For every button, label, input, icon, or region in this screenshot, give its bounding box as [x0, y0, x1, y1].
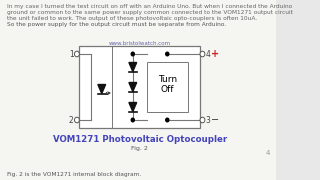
Circle shape: [166, 118, 169, 122]
Text: ground or common to the same power supply common connected to the VOM1271 output: ground or common to the same power suppl…: [7, 10, 293, 15]
FancyBboxPatch shape: [0, 0, 276, 180]
Circle shape: [131, 118, 134, 122]
Text: Turn: Turn: [158, 75, 177, 84]
Circle shape: [75, 51, 79, 57]
Circle shape: [75, 117, 79, 123]
Circle shape: [131, 52, 134, 56]
Text: 3: 3: [206, 116, 211, 125]
Polygon shape: [98, 84, 106, 93]
Text: VOM1271 Photovoltaic Optocoupler: VOM1271 Photovoltaic Optocoupler: [52, 135, 227, 144]
Text: +: +: [211, 49, 219, 59]
Text: Fig. 2: Fig. 2: [131, 146, 148, 151]
Bar: [79, 46, 200, 128]
Text: 2: 2: [69, 116, 74, 125]
Polygon shape: [129, 102, 137, 111]
Text: www.bristolwatch.com: www.bristolwatch.com: [108, 41, 171, 46]
Text: 4: 4: [206, 50, 211, 59]
Circle shape: [200, 117, 205, 123]
Circle shape: [200, 51, 205, 57]
Text: Fig. 2 is the VOM1271 internal block diagram.: Fig. 2 is the VOM1271 internal block dia…: [7, 172, 141, 177]
Text: So the power supply for the output circuit must be separate from Arduino.: So the power supply for the output circu…: [7, 22, 226, 27]
Bar: [147, 62, 188, 112]
Circle shape: [166, 52, 169, 56]
Text: In my case I turned the test circuit on off with an Arduino Uno. But when I conn: In my case I turned the test circuit on …: [7, 4, 292, 9]
Text: 4: 4: [266, 150, 270, 156]
Text: Off: Off: [161, 85, 174, 94]
Text: 1: 1: [69, 50, 74, 59]
Polygon shape: [129, 82, 137, 91]
Text: −: −: [211, 115, 219, 125]
Text: the unit failed to work. The output of these photovoltaic opto-couplers is often: the unit failed to work. The output of t…: [7, 16, 257, 21]
Polygon shape: [129, 62, 137, 71]
